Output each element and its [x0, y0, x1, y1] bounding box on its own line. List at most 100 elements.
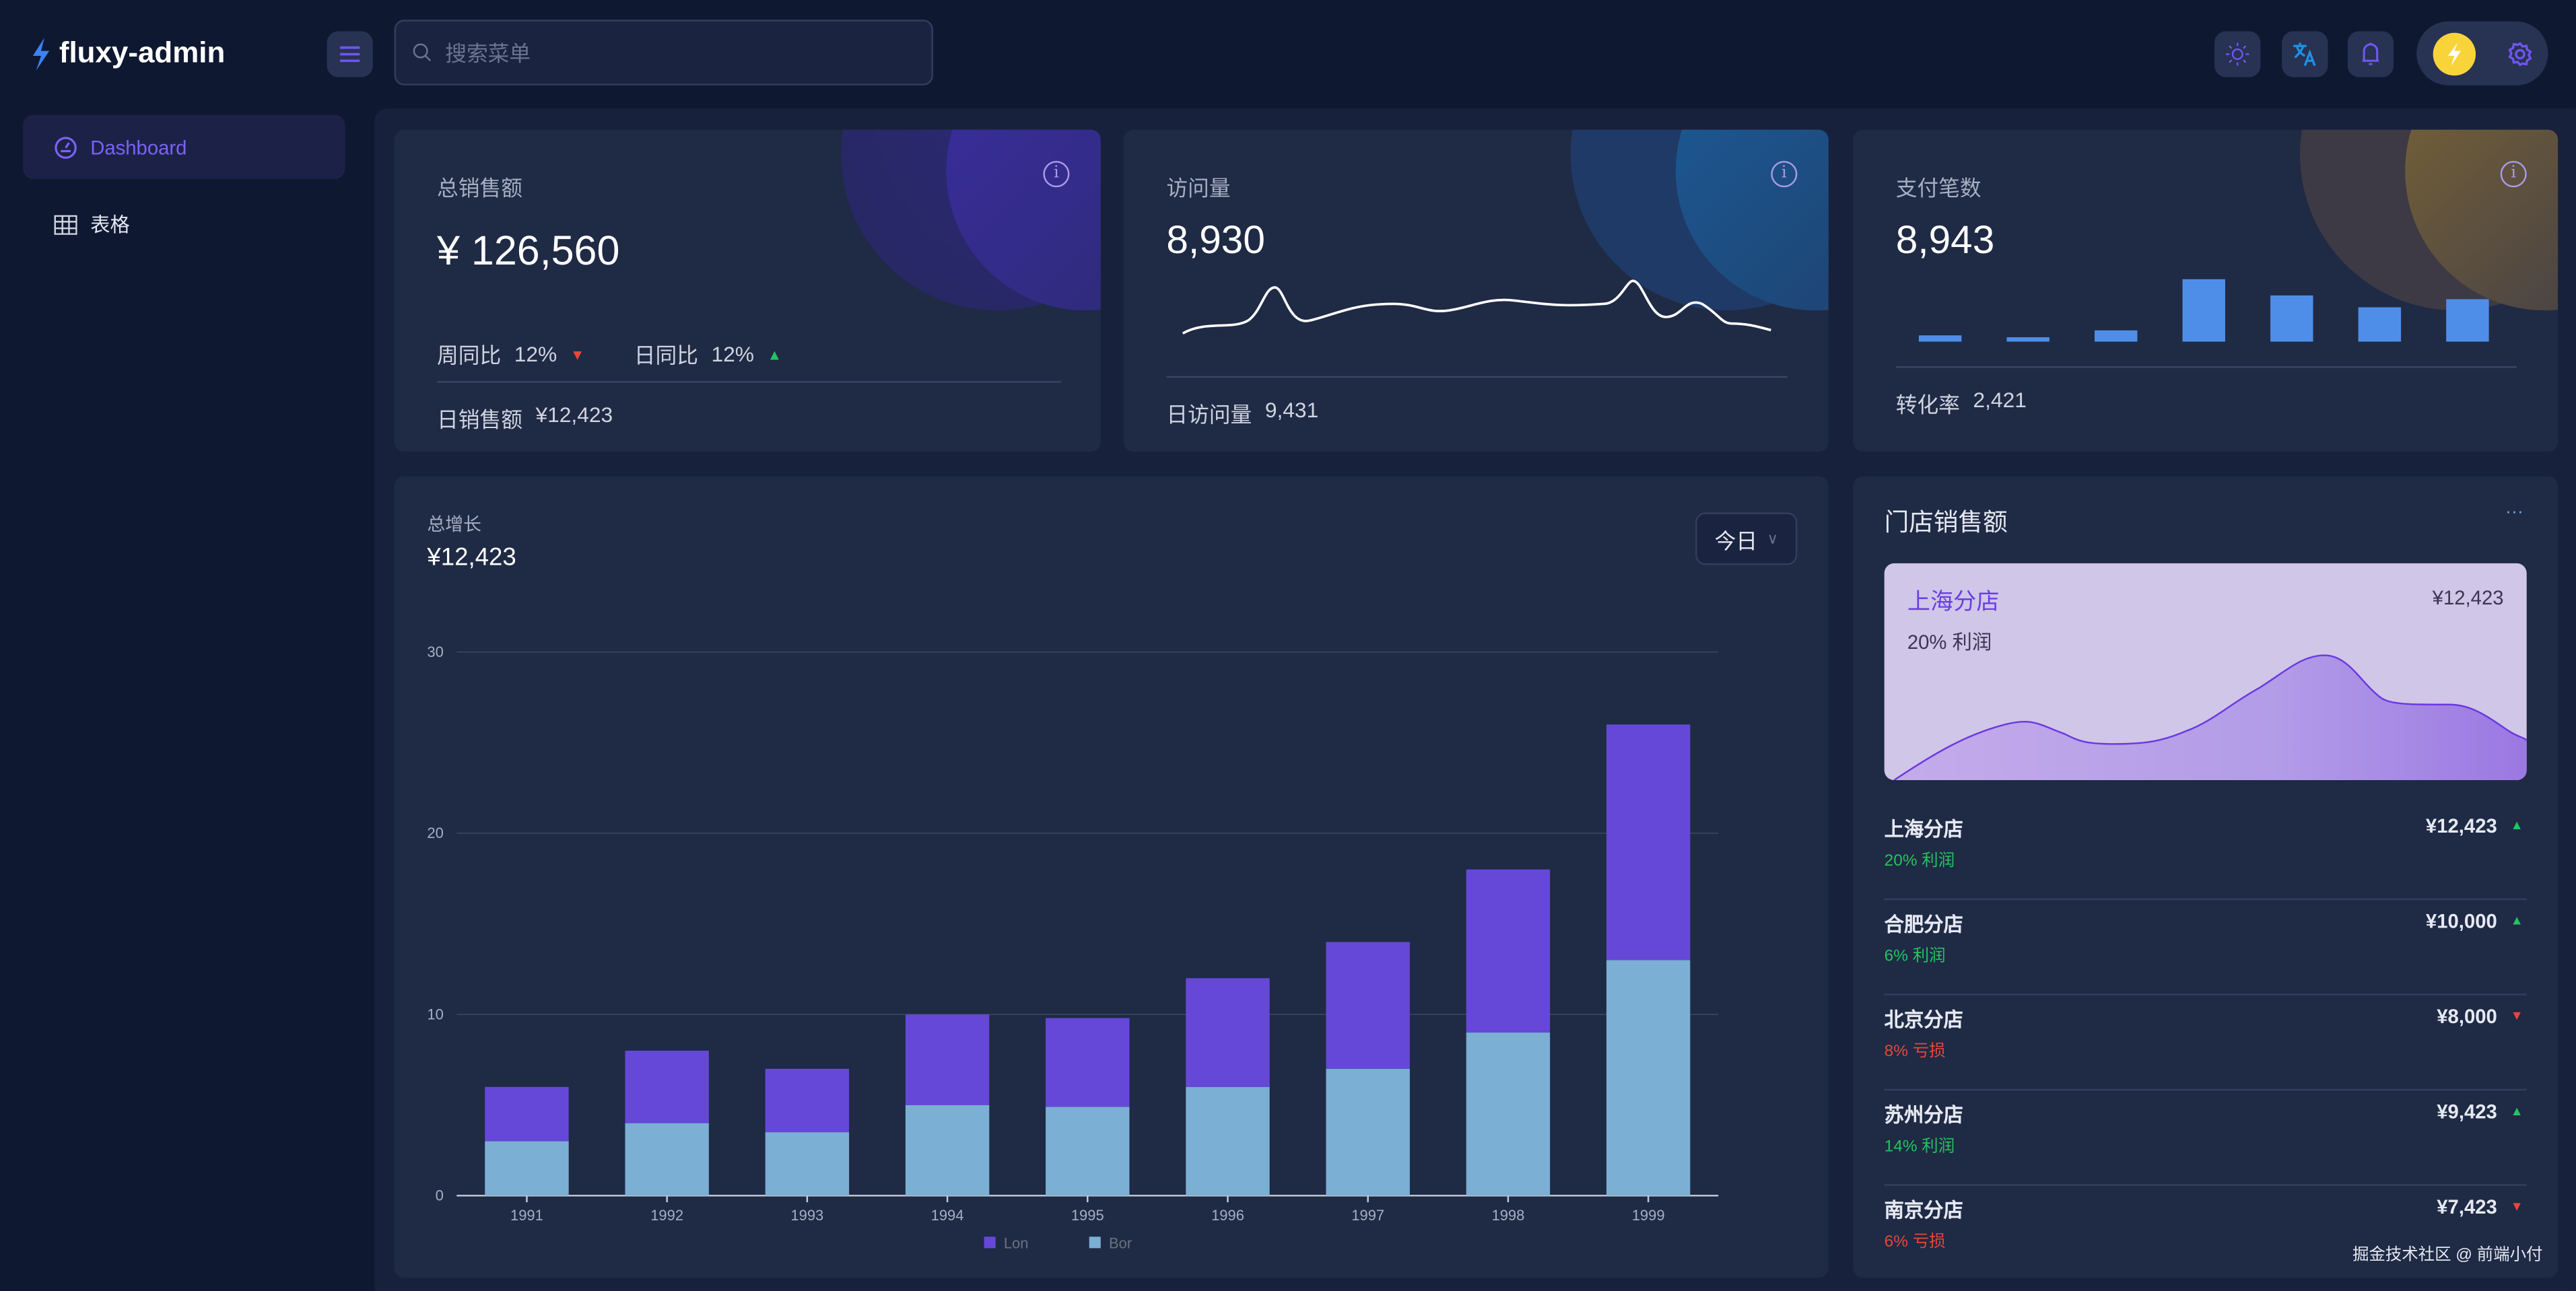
growth-value: ¥12,423 — [427, 543, 516, 572]
user-pill[interactable] — [2416, 21, 2548, 85]
search-input[interactable] — [445, 40, 906, 65]
x-tick-label: 1998 — [1491, 1207, 1524, 1224]
footer-value: ¥12,423 — [535, 402, 613, 427]
featured-store-profit: 20% 利润 — [1907, 630, 1992, 654]
watermark: 掘金技术社区 @ 前端小付 — [2352, 1246, 2543, 1265]
card-value: 8,930 — [1166, 218, 1265, 263]
sidebar-item-label: Dashboard — [90, 135, 187, 159]
featured-store-value: ¥12,423 — [2432, 586, 2504, 610]
bell-icon — [2362, 42, 2379, 65]
divider — [437, 381, 1062, 383]
y-tick-label: 10 — [427, 1006, 443, 1022]
store-row[interactable]: 南京分店 6% 亏损 ¥7,423 ▼ — [1885, 1186, 2527, 1282]
bar-bor[interactable] — [1326, 1068, 1410, 1196]
featured-area-chart — [1893, 654, 2527, 780]
theme-toggle-button[interactable] — [2214, 31, 2261, 77]
week-value: 12% — [514, 341, 557, 367]
y-tick-label: 30 — [427, 643, 443, 660]
app-title: fluxy-admin — [59, 36, 226, 69]
store-row[interactable]: 北京分店 8% 亏损 ¥8,000 ▼ — [1884, 996, 2527, 1091]
legend-swatch — [1089, 1236, 1101, 1249]
bar-bor[interactable] — [1606, 960, 1691, 1196]
x-tick-label: 1994 — [931, 1207, 964, 1224]
store-note: 14% 利润 — [1884, 1138, 1955, 1156]
bar-bor[interactable] — [485, 1141, 569, 1196]
info-icon[interactable]: i — [1771, 161, 1798, 188]
y-tick-label: 0 — [436, 1187, 444, 1204]
legend-label[interactable]: Bor — [1109, 1234, 1132, 1251]
store-title: 门店销售额 — [1884, 509, 2008, 537]
store-name: 苏州分店 — [1884, 1103, 1963, 1127]
week-label: 周同比 — [437, 343, 502, 368]
x-tick-label: 1996 — [1211, 1207, 1244, 1224]
store-note: 20% 利润 — [1884, 852, 1955, 871]
x-tick-label: 1997 — [1351, 1207, 1384, 1224]
bar-lon[interactable] — [905, 1014, 990, 1105]
bolt-icon — [32, 36, 50, 70]
bar-bor[interactable] — [905, 1105, 990, 1196]
gear-icon[interactable] — [2506, 40, 2532, 67]
x-tick-label: 1991 — [510, 1207, 543, 1224]
x-tick-label: 1992 — [650, 1207, 683, 1224]
trend-up-icon: ▲ — [2510, 1103, 2523, 1119]
avatar[interactable] — [2432, 32, 2475, 75]
bar-lon[interactable] — [765, 1068, 850, 1133]
store-value: ¥8,000 — [2437, 1005, 2497, 1028]
store-value: ¥7,423 — [2437, 1195, 2497, 1219]
sidebar-item-label: 表格 — [90, 213, 130, 237]
footer-label: 转化率 — [1895, 392, 1960, 417]
store-row[interactable]: 合肥分店 6% 利润 ¥10,000 ▲ — [1884, 900, 2527, 996]
period-select[interactable]: 今日 ∨ — [1695, 512, 1798, 565]
mini-bar — [2270, 295, 2313, 342]
x-tick-label: 1999 — [1632, 1207, 1665, 1224]
card-value: 8,943 — [1895, 218, 1995, 263]
search-box[interactable] — [394, 20, 933, 85]
menu-toggle-button[interactable] — [327, 31, 373, 77]
bar-lon[interactable] — [485, 1086, 569, 1142]
notifications-button[interactable] — [2347, 31, 2394, 77]
divider — [1166, 376, 1788, 378]
mini-bar — [2095, 330, 2138, 342]
x-tick-label: 1993 — [790, 1207, 823, 1224]
bar-lon[interactable] — [1466, 869, 1551, 1033]
bar-lon[interactable] — [1046, 1018, 1130, 1107]
bar-lon[interactable] — [1606, 724, 1691, 961]
footer-value: 2,421 — [1973, 387, 2027, 413]
sidebar-item-dashboard[interactable]: Dashboard — [23, 114, 345, 179]
sun-icon — [2226, 42, 2249, 66]
store-value: ¥9,423 — [2437, 1100, 2497, 1123]
featured-store-card[interactable]: 上海分店 ¥12,423 20% 利润 — [1884, 563, 2527, 780]
legend-label[interactable]: Lon — [1004, 1234, 1029, 1251]
bar-bor[interactable] — [1466, 1033, 1551, 1196]
info-icon[interactable]: i — [2500, 161, 2527, 188]
bar-lon[interactable] — [1326, 942, 1410, 1069]
store-name: 北京分店 — [1884, 1008, 1963, 1032]
store-name: 上海分店 — [1884, 818, 1963, 841]
footer-value: 9,431 — [1264, 397, 1319, 423]
language-button[interactable] — [2282, 31, 2328, 77]
menu-icon — [340, 46, 360, 63]
bar-bor[interactable] — [1186, 1086, 1270, 1196]
bar-lon[interactable] — [1186, 978, 1270, 1087]
bar-lon[interactable] — [625, 1050, 709, 1123]
store-row[interactable]: 上海分店 20% 利润 ¥12,423 ▲ — [1884, 805, 2527, 901]
trend-down-icon: ▼ — [570, 345, 585, 363]
more-icon[interactable]: ··· — [2505, 502, 2523, 522]
bar-bor[interactable] — [625, 1123, 709, 1196]
bar-bor[interactable] — [1046, 1107, 1130, 1196]
footer-label: 日销售额 — [437, 407, 522, 432]
sidebar-item-table[interactable]: 表格 — [23, 192, 345, 256]
trend-down-icon: ▼ — [2510, 1199, 2523, 1214]
mini-bar — [2446, 299, 2489, 342]
featured-store-name: 上海分店 — [1907, 588, 2000, 615]
bar-bor[interactable] — [765, 1132, 850, 1196]
store-row[interactable]: 苏州分店 14% 利润 ¥9,423 ▲ — [1884, 1090, 2527, 1186]
card-title: 总销售额 — [437, 176, 522, 201]
info-icon[interactable]: i — [1043, 161, 1070, 188]
growth-bar-chart: 0 10 20 30 1991 1992 1993 1994 1995 1996 1997 1998 1… — [427, 643, 1719, 1251]
trend-up-icon: ▲ — [2510, 818, 2523, 833]
trend-down-icon: ▼ — [2510, 1008, 2523, 1024]
y-tick-label: 20 — [427, 825, 443, 841]
app-logo[interactable]: fluxy-admin — [30, 36, 225, 71]
translate-icon — [2293, 42, 2316, 67]
